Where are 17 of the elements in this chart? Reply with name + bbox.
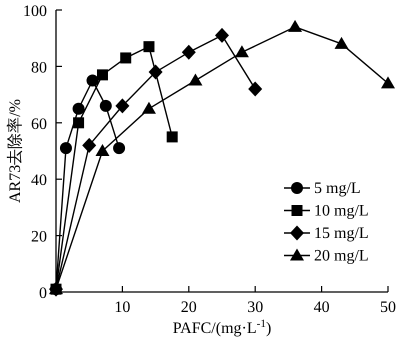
y-tick-label: 40 [31, 172, 47, 190]
y-tick-label: 0 [39, 285, 47, 302]
x-tick-label: 40 [314, 299, 330, 316]
y-tick-label: 60 [31, 116, 47, 133]
x-axis-title: PAFC/(mg·L$^{-1}$) [172, 318, 272, 337]
legend-label: 5 mg/L [314, 180, 361, 197]
legend-label: 10 mg/L [314, 202, 369, 220]
x-tick-label: 20 [180, 299, 197, 316]
x-tick-label: 50 [380, 299, 396, 316]
y-tick-label: 100 [23, 3, 47, 20]
y-tick-label: 20 [31, 228, 47, 246]
y-tick-label: 80 [31, 59, 47, 76]
legend-label: 20 mg/L [314, 248, 369, 264]
x-tick-label: 30 [247, 299, 264, 316]
y-axis-title: AR73去除率/% [6, 99, 24, 203]
legend-label: 15 mg/L [314, 225, 369, 242]
x-tick-label: 10 [114, 299, 130, 316]
